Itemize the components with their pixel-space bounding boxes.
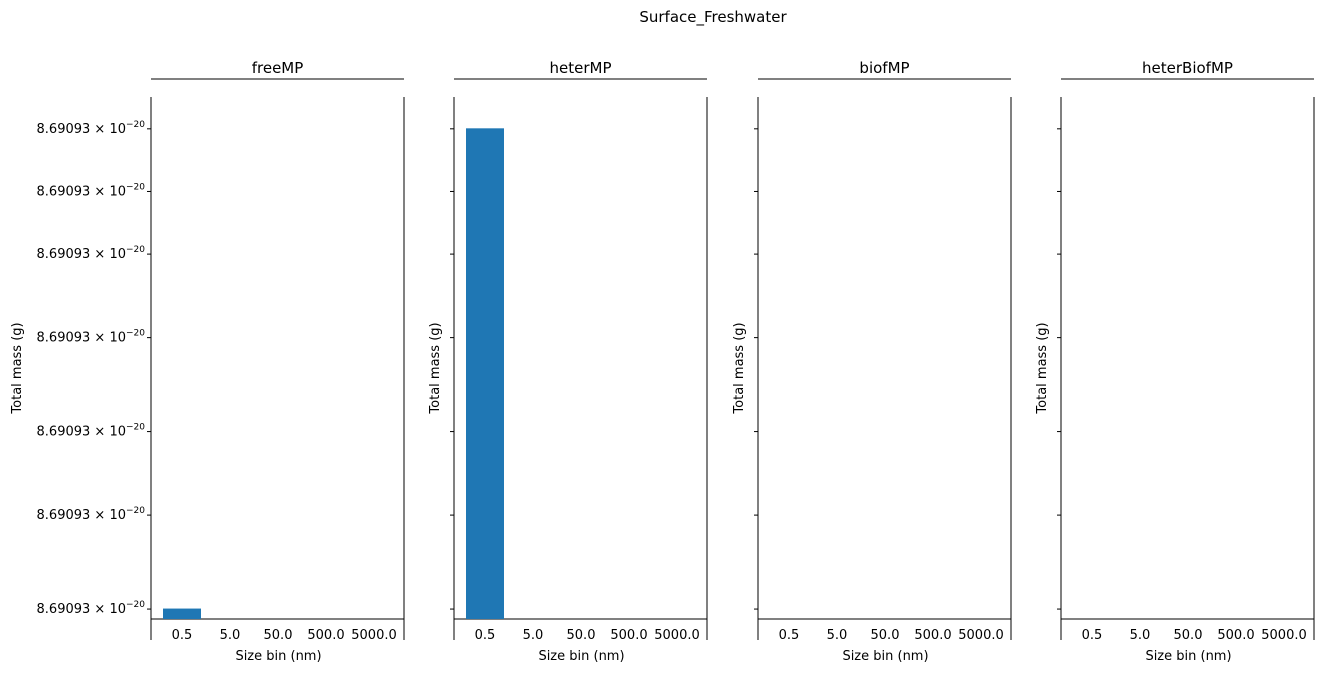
x-tick-label: 500.0 <box>610 628 647 643</box>
x-tick-label: 0.5 <box>475 628 496 643</box>
y-tick-label: 8.69093 × 10−20 <box>37 329 146 346</box>
bar-0.5 <box>163 608 201 619</box>
y-tick-label: 8.69093 × 10−20 <box>37 120 146 137</box>
x-axis-label: Size bin (nm) <box>1145 649 1231 664</box>
y-axis-label: Total mass (g) <box>10 322 25 414</box>
x-tick-label: 5.0 <box>827 628 848 643</box>
x-tick-label: 5000.0 <box>1261 628 1307 643</box>
x-tick-label: 50.0 <box>871 628 900 643</box>
x-tick-label: 50.0 <box>1174 628 1203 643</box>
x-tick-label: 5.0 <box>1130 628 1151 643</box>
panel-title: biofMP <box>859 59 909 77</box>
y-tick-label: 8.69093 × 10−20 <box>37 245 146 262</box>
x-axis-label: Size bin (nm) <box>842 649 928 664</box>
y-axis-label: Total mass (g) <box>732 322 747 414</box>
figure-suptitle: Surface_Freshwater <box>639 8 787 27</box>
x-tick-label: 5000.0 <box>351 628 397 643</box>
x-tick-label: 5000.0 <box>958 628 1004 643</box>
x-tick-label: 0.5 <box>172 628 193 643</box>
x-tick-label: 500.0 <box>914 628 951 643</box>
y-tick-label: 8.69093 × 10−20 <box>37 423 146 440</box>
panel-title: freeMP <box>252 59 304 77</box>
chart-panel-heterBiofMP: heterBiofMP Total mass (g) 0.5 5.0 50.0 500.0… <box>1035 59 1315 664</box>
x-axis-label: Size bin (nm) <box>235 649 321 664</box>
x-tick-label: 5000.0 <box>654 628 700 643</box>
x-tick-label: 0.5 <box>779 628 800 643</box>
panel-title: heterMP <box>550 59 612 77</box>
chart-panel-biofMP: biofMP Total mass (g) 0.5 5.0 50.0 500.0 5000.… <box>732 59 1012 664</box>
chart-panels: freeMP 8.69093 × 10−20 8.69093 × 10−20 8.69… <box>10 59 1315 664</box>
x-tick-label: 500.0 <box>1217 628 1254 643</box>
y-tick-label: 8.69093 × 10−20 <box>37 182 146 199</box>
y-axis-label: Total mass (g) <box>1035 322 1050 414</box>
y-axis-label: Total mass (g) <box>428 322 443 414</box>
x-tick-label: 500.0 <box>307 628 344 643</box>
panel-title: heterBiofMP <box>1142 59 1233 77</box>
x-axis-label: Size bin (nm) <box>538 649 624 664</box>
x-tick-label: 5.0 <box>220 628 241 643</box>
x-tick-label: 50.0 <box>567 628 596 643</box>
chart-panel-heterMP: heterMP Total mass (g) 0.5 5.0 50.0 500.0 5000… <box>428 59 708 664</box>
bar-0.5 <box>466 128 504 619</box>
y-tick-label: 8.69093 × 10−20 <box>37 506 146 523</box>
x-tick-label: 0.5 <box>1082 628 1103 643</box>
x-tick-label: 50.0 <box>264 628 293 643</box>
chart-panel-freeMP: freeMP 8.69093 × 10−20 8.69093 × 10−20 8.69… <box>10 59 405 664</box>
y-tick-label: 8.69093 × 10−20 <box>37 600 146 617</box>
x-tick-label: 5.0 <box>523 628 544 643</box>
